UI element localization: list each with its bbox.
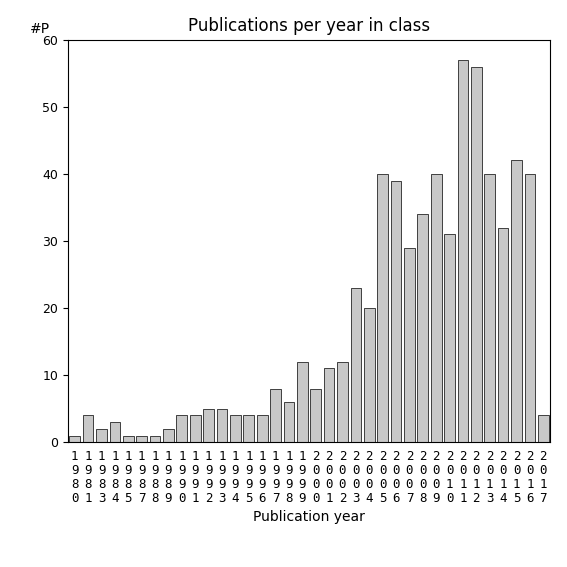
Bar <box>217 409 227 442</box>
Bar <box>484 174 495 442</box>
Bar <box>404 248 415 442</box>
Bar <box>270 388 281 442</box>
Bar <box>284 402 294 442</box>
Bar <box>69 435 80 442</box>
Bar <box>176 416 187 442</box>
Bar <box>444 234 455 442</box>
Bar <box>337 362 348 442</box>
Bar <box>230 416 241 442</box>
Bar <box>471 66 482 442</box>
Text: #P: #P <box>29 22 49 36</box>
Bar <box>83 416 94 442</box>
Bar <box>511 160 522 442</box>
Bar <box>243 416 254 442</box>
Bar <box>136 435 147 442</box>
Bar <box>190 416 201 442</box>
Bar <box>203 409 214 442</box>
Bar <box>297 362 308 442</box>
Bar <box>524 174 535 442</box>
Bar <box>391 180 401 442</box>
Title: Publications per year in class: Publications per year in class <box>188 18 430 35</box>
Bar <box>350 288 361 442</box>
Bar <box>458 60 468 442</box>
Bar <box>417 214 428 442</box>
Bar <box>123 435 134 442</box>
Bar <box>538 416 549 442</box>
Bar <box>109 422 120 442</box>
Bar <box>364 308 375 442</box>
Bar <box>150 435 160 442</box>
Bar <box>257 416 268 442</box>
Bar <box>163 429 174 442</box>
Bar <box>431 174 442 442</box>
Bar <box>96 429 107 442</box>
Bar <box>498 227 509 442</box>
Bar <box>324 369 335 442</box>
Bar <box>310 388 321 442</box>
Bar <box>377 174 388 442</box>
X-axis label: Publication year: Publication year <box>253 510 365 524</box>
